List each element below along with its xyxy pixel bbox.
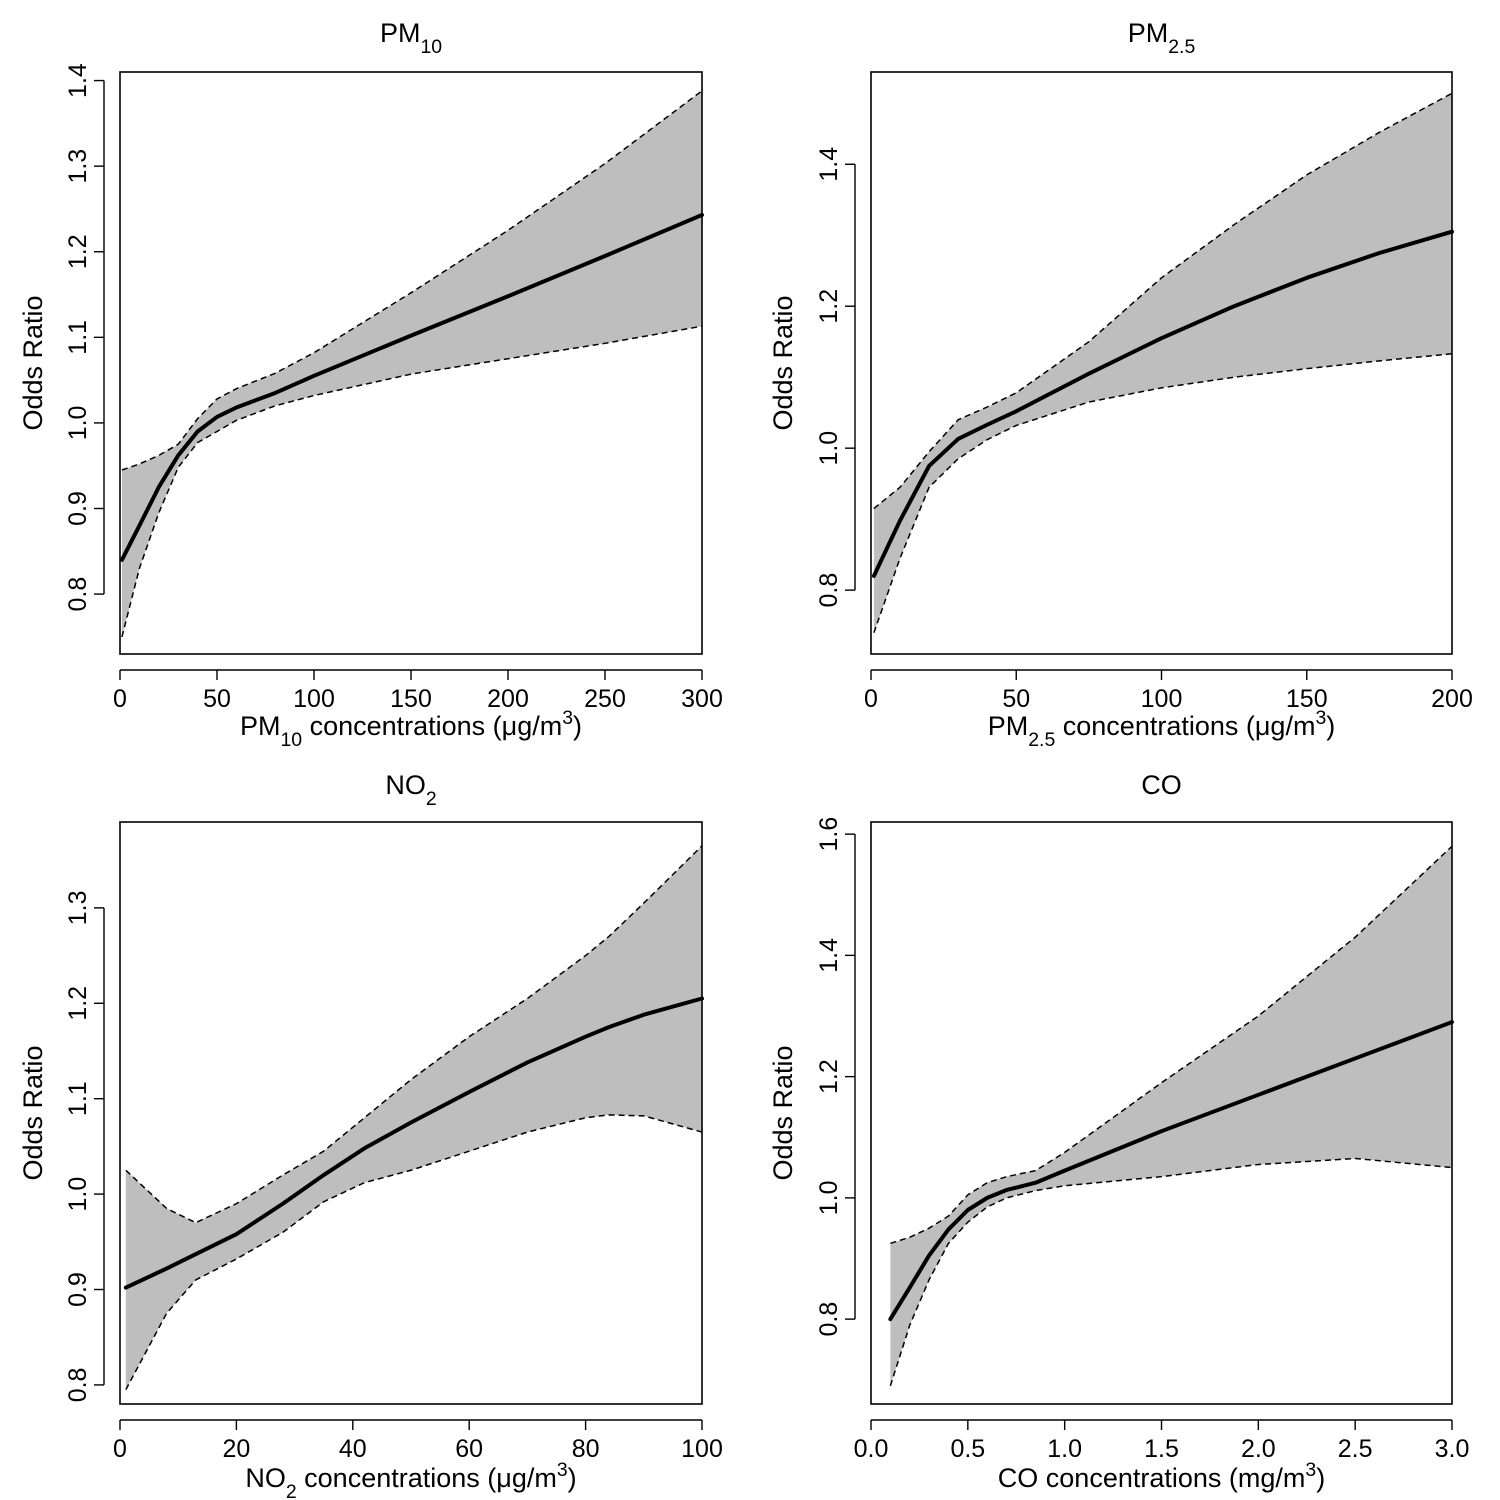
y-tick-label: 1.6 [815,817,843,852]
y-axis-label: Odds Ratio [768,1045,798,1180]
y-tick-label: 1.2 [815,1059,843,1094]
panel-1: 0 50 100 150 200 250 300 0.8 0.9 1.0 1.1 1.2 1.3 1.4 P… [18,18,723,751]
y-axis-label: Odds Ratio [18,1045,48,1180]
y-tick-label: 1.3 [64,149,92,184]
x-axis-label: PM10 concentrations (μg/m3) [240,707,582,751]
y-tick-label: 1.4 [815,147,843,182]
y-tick-label: 0.8 [64,577,92,612]
x-tick-label: 0 [113,685,127,713]
y-tick-label: 0.8 [64,1368,92,1403]
x-tick-label: 100 [293,685,335,713]
x-axis-label: NO2 concentrations (μg/m3) [245,1459,576,1500]
x-tick-label: 2.5 [1338,1435,1373,1463]
y-axis-label: Odds Ratio [768,295,798,430]
y-tick-label: 0.8 [815,1302,843,1337]
x-axis-label: CO concentrations (mg/m3) [998,1459,1325,1493]
panel-3: 0 20 40 60 80 100 0.8 0.9 1.0 1.1 1.2 1.3 NO2 NO2 con… [18,770,723,1500]
upper-ci-line [873,92,1453,510]
panel-title: CO [1141,770,1182,800]
x-tick-label: 0 [113,1435,127,1463]
y-tick-label: 1.2 [64,986,92,1021]
panel-title: PM10 [380,18,442,58]
y-axis-label: Odds Ratio [18,295,48,430]
x-tick-label: 20 [222,1435,250,1463]
confidence-band [873,93,1452,633]
y-tick-label: 1.0 [64,406,92,441]
x-tick-label: 100 [1141,685,1183,713]
odds-ratio-curve [888,1020,1454,1322]
panel-title: NO2 [385,770,436,810]
x-tick-label: 1.5 [1144,1435,1179,1463]
x-tick-label: 40 [339,1435,367,1463]
y-tick-label: 0.8 [815,573,843,608]
y-tick-label: 1.1 [64,320,92,355]
y-tick-label: 0.9 [64,1272,92,1307]
y-tick-label: 1.2 [64,234,92,269]
x-tick-label: 100 [681,1435,723,1463]
y-tick-label: 1.0 [64,1177,92,1212]
lower-ci-line [125,1114,703,1391]
lower-ci-line [873,353,1453,633]
y-tick-label: 1.4 [815,938,843,973]
plot-frame [870,821,1453,1405]
x-tick-label: 0 [864,685,878,713]
lower-ci-line [121,325,703,638]
y-tick-label: 1.0 [815,1180,843,1215]
x-tick-label: 0.5 [950,1435,985,1463]
upper-ci-line [121,90,703,471]
confidence-band [121,90,702,637]
x-tick-label: 200 [487,685,529,713]
y-tick-label: 1.4 [64,63,92,98]
x-tick-label: 200 [1431,685,1473,713]
odds-ratio-curve [119,212,704,562]
panel-title: PM2.5 [1128,18,1196,58]
lower-ci-line [889,1157,1453,1387]
x-tick-label: 2.0 [1241,1435,1276,1463]
x-tick-label: 50 [203,685,231,713]
x-tick-label: 60 [455,1435,483,1463]
x-tick-label: 50 [1002,685,1030,713]
x-tick-label: 150 [390,685,432,713]
confidence-band [890,846,1452,1386]
y-tick-label: 1.1 [64,1081,92,1116]
y-tick-label: 1.2 [815,289,843,324]
panel-4: 0.0 0.5 1.0 1.5 2.0 2.5 3.0 0.8 1.0 1.2 1.4 1.6 CO CO… [768,770,1469,1493]
x-tick-label: 80 [572,1435,600,1463]
x-tick-label: 300 [681,685,723,713]
x-tick-label: 3.0 [1435,1435,1470,1463]
plot-frame [119,821,703,1405]
upper-ci-line [125,845,703,1224]
y-tick-label: 0.9 [64,491,92,526]
x-axis-label: PM2.5 concentrations (μg/m3) [988,707,1336,751]
plot-frame [119,71,703,655]
confidence-band [125,845,702,1390]
upper-ci-line [890,845,1453,1245]
x-tick-label: 0.0 [854,1435,889,1463]
y-tick-label: 1.0 [815,431,843,466]
x-tick-label: 1.0 [1047,1435,1082,1463]
panel-2: 0 50 100 150 200 0.8 1.0 1.2 1.4 PM2.5 PM2.5 conce… [768,18,1473,751]
y-tick-label: 1.3 [64,890,92,925]
x-tick-label: 150 [1286,685,1328,713]
x-tick-label: 250 [584,685,626,713]
odds-ratio-curve [871,229,1454,578]
plot-frame [870,71,1453,655]
odds-ratio-curve [123,996,704,1290]
